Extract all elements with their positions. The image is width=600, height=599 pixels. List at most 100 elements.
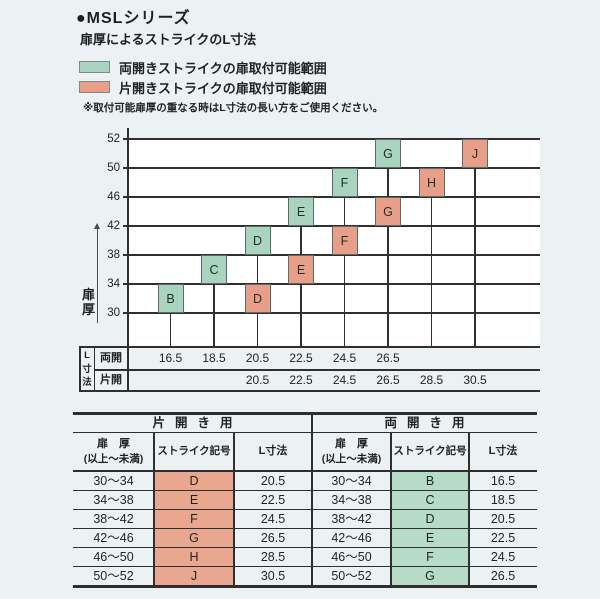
cell-strike-symbol: E <box>189 492 199 507</box>
legend-item-double-swing: 両開きストライクの扉取付可能範囲 <box>79 60 383 76</box>
table-center-divider <box>311 412 313 585</box>
axis-value: 26.5 <box>376 373 400 387</box>
gridline-horizontal <box>128 254 540 256</box>
header-strike-symbol: ストライク記号 <box>157 445 231 457</box>
gridline-vertical <box>474 139 476 347</box>
chart-heading: 扉厚によるストライクのL寸法 <box>80 32 257 47</box>
y-tick-label: 42 <box>107 219 120 232</box>
strike-box-D: D <box>244 284 271 313</box>
table-header-rule <box>73 470 537 472</box>
cell-l-dimension: 16.5 <box>490 473 516 488</box>
y-axis-tick <box>122 312 128 314</box>
cell-strike-symbol: E <box>425 530 435 545</box>
cell-door-range: 30～34 <box>93 473 134 488</box>
axis-table-left-border <box>79 346 81 392</box>
strike-box-F: F <box>331 226 358 255</box>
strike-box-C: C <box>201 255 227 284</box>
gridline-horizontal <box>128 312 540 314</box>
cell-strike-symbol: D <box>189 473 199 488</box>
axis-table-corner-label-char: L <box>84 350 90 361</box>
cell-l-dimension: 20.5 <box>490 511 516 526</box>
axis-table-bottom-border <box>80 390 540 393</box>
single-swing-color-swatch <box>79 81 110 93</box>
table-row-rule <box>73 508 537 510</box>
table-bottom-border <box>73 585 537 588</box>
cell-strike-symbol: D <box>425 511 435 526</box>
gridline-vertical <box>213 255 215 347</box>
legend: 両開きストライクの扉取付可能範囲 片開きストライクの扉取付可能範囲 ※取付可能扉… <box>79 60 383 115</box>
cell-strike-symbol: C <box>425 492 435 507</box>
strike-box-G: G <box>375 197 401 226</box>
axis-table-divider-2 <box>127 347 129 391</box>
axis-value: 20.5 <box>245 351 270 365</box>
cell-l-dimension: 30.5 <box>260 568 286 583</box>
axis-value: 16.5 <box>158 351 183 365</box>
y-axis-title: 扉厚 <box>80 287 97 317</box>
y-axis-tick <box>122 254 128 256</box>
legend-note: ※取付可能扉厚の重なる時はL寸法の長い方をご使用ください。 <box>83 102 384 114</box>
page-title: ●MSLシリーズ <box>76 10 191 27</box>
cell-l-dimension: 22.5 <box>260 492 286 507</box>
y-axis-tick <box>122 167 128 169</box>
y-axis-tick <box>122 283 128 285</box>
axis-value: 24.5 <box>332 351 357 365</box>
y-axis-tick <box>122 196 128 198</box>
y-axis-line <box>127 128 129 347</box>
strike-box-J: J <box>462 139 488 168</box>
double-swing-color-swatch <box>79 61 110 73</box>
strike-box-F: F <box>331 168 358 197</box>
axis-value: 20.5 <box>245 373 270 387</box>
cell-door-range: 34～38 <box>93 492 134 507</box>
axis-table-corner-label-char: 寸 <box>82 363 92 375</box>
table-row-rule <box>73 527 537 529</box>
axis-value: 22.5 <box>289 351 313 365</box>
y-axis-tick <box>122 138 128 140</box>
axis-value: 30.5 <box>463 373 487 387</box>
cell-strike-symbol: H <box>189 549 199 564</box>
cell-l-dimension: 20.5 <box>260 473 286 488</box>
axis-value: 22.5 <box>289 373 313 387</box>
y-tick-label: 52 <box>107 132 120 145</box>
cell-door-range: 50～52 <box>331 568 372 583</box>
axis-table-divider-1 <box>94 347 96 391</box>
table-column-divider <box>468 432 470 585</box>
y-axis-tick <box>122 225 128 227</box>
cell-door-range: 38～42 <box>331 511 372 526</box>
strike-box-H: H <box>418 168 445 197</box>
cell-strike-symbol: B <box>425 473 435 488</box>
cell-door-range: 46～50 <box>93 549 134 564</box>
axis-row-label-片開: 片開 <box>100 374 122 386</box>
legend-label-single-swing: 片開きストライクの扉取付可能範囲 <box>119 80 327 96</box>
strike-box-E: E <box>288 197 314 226</box>
gridline-vertical <box>430 168 433 347</box>
cell-l-dimension: 26.5 <box>490 568 516 583</box>
strike-box-G: G <box>375 139 401 168</box>
header-door-thickness: 扉 厚 <box>335 438 368 450</box>
header-l-dimension: L寸法 <box>258 445 288 457</box>
strike-box-D: D <box>244 226 271 255</box>
axis-value: 24.5 <box>332 373 357 387</box>
cell-door-range: 42～46 <box>331 530 372 545</box>
cell-strike-symbol: G <box>189 530 199 545</box>
gridline-vertical <box>169 284 172 347</box>
header-l-dimension: L寸法 <box>488 445 518 457</box>
table-row-rule <box>73 489 537 491</box>
cell-door-range: 34～38 <box>331 492 372 507</box>
cell-door-range: 30～34 <box>331 473 372 488</box>
cell-door-range: 38～42 <box>93 511 134 526</box>
table-top-border <box>73 412 537 415</box>
cell-l-dimension: 24.5 <box>260 511 286 526</box>
axis-table-corner-label-char: 法 <box>82 377 92 388</box>
table-row-rule <box>73 546 537 548</box>
table-group-title: 両開き用 <box>384 416 475 430</box>
axis-value: 28.5 <box>419 373 444 387</box>
table-column-divider <box>390 432 392 585</box>
gridline-horizontal <box>128 283 540 285</box>
strike-box-B: B <box>157 284 184 313</box>
y-tick-label: 34 <box>107 277 120 290</box>
table-groupheader-rule <box>73 432 537 433</box>
cell-door-range: 46～50 <box>331 549 372 564</box>
cell-l-dimension: 26.5 <box>260 530 286 545</box>
